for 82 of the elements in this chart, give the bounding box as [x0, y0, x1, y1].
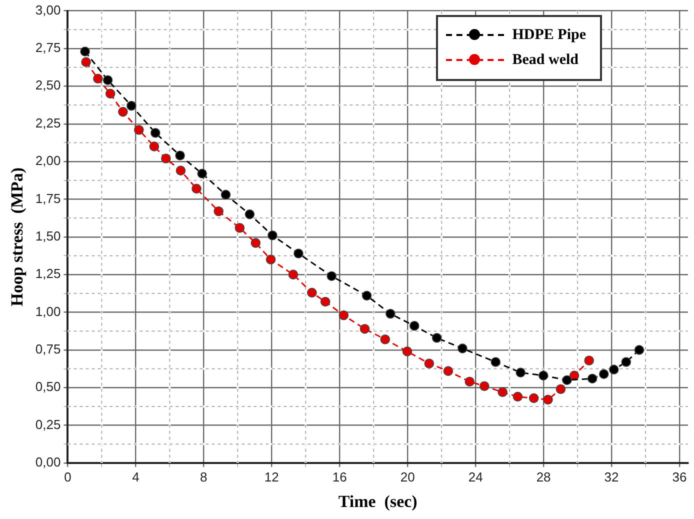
- point: [516, 368, 526, 378]
- x-tick-label: 28: [536, 469, 551, 484]
- point: [480, 381, 490, 392]
- y-tick-label: 0,75: [35, 342, 61, 357]
- y-tick-label: 0,50: [35, 379, 61, 394]
- point: [380, 334, 390, 344]
- point: [338, 310, 349, 320]
- y-tick-label: 0,00: [35, 454, 61, 470]
- point: [93, 74, 103, 84]
- point: [360, 324, 370, 334]
- point: [443, 366, 454, 376]
- point: [80, 46, 90, 56]
- point: [621, 357, 632, 367]
- point: [294, 248, 304, 258]
- point: [424, 358, 434, 368]
- point: [634, 345, 644, 355]
- x-tick-label: 0: [64, 469, 72, 484]
- point: [250, 238, 261, 248]
- legend-label: HDPE Pipe: [512, 26, 586, 44]
- point: [386, 308, 396, 319]
- legend-label: Bead weld: [512, 52, 579, 69]
- y-tick-label: 0,25: [35, 416, 61, 432]
- point: [490, 357, 501, 367]
- point: [320, 296, 330, 307]
- point: [402, 346, 412, 356]
- point: [432, 332, 442, 343]
- x-tick-label: 8: [200, 469, 208, 484]
- point: [498, 387, 508, 398]
- y-tick-label: 1,50: [35, 228, 61, 244]
- y-axis-title: Hoop stress (MPa): [8, 167, 27, 306]
- y-tick-label: 2,75: [35, 40, 61, 56]
- point: [105, 88, 116, 99]
- y-tick-label: 3,00: [35, 2, 61, 18]
- point: [464, 376, 475, 387]
- point: [609, 364, 619, 374]
- x-tick-label: 24: [468, 469, 483, 484]
- point: [214, 206, 224, 216]
- point: [234, 222, 245, 233]
- point: [197, 168, 208, 178]
- point: [176, 166, 186, 176]
- point: [543, 394, 553, 405]
- point: [126, 100, 136, 111]
- point: [326, 271, 337, 281]
- y-tick-label: 1,00: [35, 304, 61, 319]
- point: [149, 142, 160, 152]
- point: [175, 150, 185, 160]
- point: [409, 320, 420, 331]
- point: [528, 393, 539, 404]
- point: [362, 290, 372, 301]
- y-tick-label: 2,50: [35, 78, 61, 93]
- point: [266, 254, 276, 264]
- point: [244, 209, 255, 220]
- point: [288, 270, 298, 280]
- point: [584, 356, 594, 366]
- point: [268, 230, 278, 240]
- point: [102, 75, 113, 86]
- point: [598, 369, 609, 379]
- point: [587, 374, 598, 384]
- point: [556, 384, 566, 394]
- x-tick-label: 16: [332, 469, 347, 484]
- point: [307, 288, 317, 298]
- y-tick-label: 2,00: [35, 153, 61, 168]
- x-tick-label: 4: [132, 469, 140, 484]
- x-axis-title: Time (sec): [338, 492, 418, 512]
- y-tick-label: 1,25: [35, 266, 61, 282]
- x-tick-label: 20: [400, 469, 415, 484]
- point: [150, 128, 160, 138]
- point: [118, 106, 128, 117]
- x-tick-label: 12: [264, 469, 279, 484]
- x-tick-label: 32: [604, 469, 619, 484]
- point: [220, 190, 231, 200]
- point: [161, 154, 171, 164]
- point: [81, 57, 91, 67]
- x-tick-label: 36: [672, 469, 687, 484]
- point: [538, 370, 548, 380]
- y-tick-label: 2,25: [35, 115, 61, 130]
- point: [562, 375, 572, 385]
- y-tick-label: 1,75: [35, 190, 61, 206]
- point: [458, 344, 468, 354]
- point: [512, 392, 523, 402]
- point: [192, 184, 202, 194]
- point: [134, 124, 144, 135]
